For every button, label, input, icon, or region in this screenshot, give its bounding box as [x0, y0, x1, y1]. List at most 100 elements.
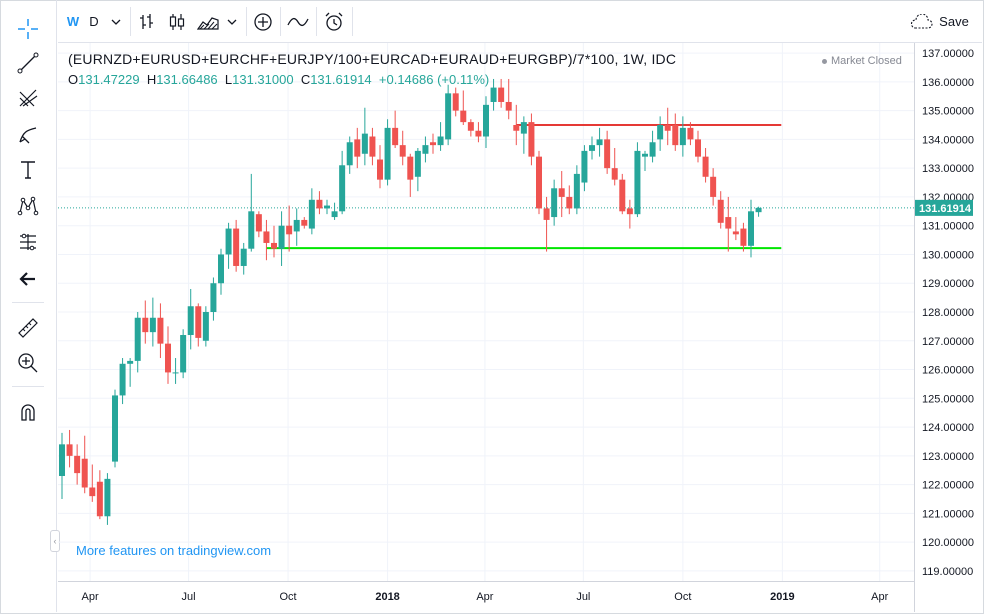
alert-button[interactable] [322, 1, 346, 42]
candle-body [573, 173, 580, 209]
price-tick-label: 121.00000 [922, 508, 974, 520]
candle [210, 277, 217, 321]
candle [732, 217, 739, 241]
trend-line-tool[interactable] [11, 46, 45, 80]
candle-body [452, 93, 459, 111]
candle-body [271, 242, 277, 249]
compare-button[interactable] [252, 1, 274, 42]
bars-icon [140, 13, 153, 29]
prediction-tool[interactable] [11, 225, 45, 259]
candles-style-button[interactable] [166, 1, 188, 42]
candle [127, 358, 134, 387]
candle-body [717, 199, 724, 223]
interval-daily-button[interactable]: D [89, 14, 99, 29]
promo-link[interactable]: More features on tradingview.com [76, 543, 272, 558]
candle [377, 145, 383, 189]
text-tool[interactable] [11, 153, 45, 187]
remove-drawings-tool[interactable] [11, 262, 45, 296]
high-value: 131.66486 [156, 72, 218, 87]
time-tick-label: Apr [476, 591, 493, 603]
candle-body [475, 130, 482, 137]
candle [490, 78, 497, 111]
price-tick-label: 128.00000 [922, 307, 974, 319]
measure-tool[interactable] [11, 311, 45, 345]
chart-style-dropdown[interactable] [224, 1, 240, 42]
candle-body [354, 139, 361, 157]
pattern-tool[interactable] [11, 189, 45, 223]
candle [361, 107, 368, 166]
candle-body [339, 165, 346, 212]
candle [619, 173, 626, 215]
candle [74, 444, 81, 485]
candle-body [134, 317, 141, 361]
candle-body [157, 317, 164, 344]
area-style-button[interactable] [196, 1, 220, 42]
brush-icon [19, 127, 37, 144]
interval-weekly-button[interactable]: W [66, 14, 80, 29]
time-tick-label: Oct [279, 591, 296, 603]
candle-body [66, 444, 73, 456]
top-toolbar: W D Save [58, 1, 982, 43]
candle [483, 96, 489, 149]
brush-tool[interactable] [11, 118, 45, 152]
market-status: Market Closed [822, 55, 902, 67]
candle-body [361, 133, 368, 154]
magnet-icon [21, 404, 35, 421]
candle [642, 150, 648, 172]
candle-body [460, 110, 467, 123]
candle [248, 173, 255, 252]
candle [717, 191, 724, 229]
candle [528, 113, 535, 166]
candle-body [611, 168, 618, 180]
candle [81, 435, 88, 494]
candle [467, 119, 474, 137]
close-label: C [300, 72, 311, 87]
crosshair-icon [18, 19, 38, 39]
toolbar-collapse-handle[interactable]: ‹ [50, 530, 60, 552]
candle [233, 219, 240, 272]
price-tick-label: 137.00000 [922, 48, 974, 60]
candle-body [490, 87, 497, 102]
candle [604, 130, 611, 174]
candle-body [286, 225, 293, 235]
market-status-text: Market Closed [831, 55, 902, 67]
price-tick-label: 126.00000 [922, 365, 974, 377]
candle [475, 122, 482, 143]
candle-body [240, 248, 247, 266]
candle-body [142, 317, 149, 333]
crosshair-tool[interactable] [11, 12, 45, 46]
candle [695, 130, 701, 163]
arrow-left-icon [19, 272, 35, 286]
magnet-tool[interactable] [11, 395, 45, 429]
candle [414, 148, 421, 192]
candle-body [710, 176, 717, 197]
candle [240, 242, 247, 275]
candle [634, 142, 641, 218]
price-tick-label: 135.00000 [922, 106, 974, 118]
candle [437, 122, 444, 151]
zoom-tool[interactable] [11, 346, 45, 380]
candle-body [218, 254, 224, 284]
fib-tool[interactable] [11, 81, 45, 115]
forecast-icon [20, 233, 36, 251]
candle [520, 116, 527, 154]
indicators-button[interactable] [286, 1, 310, 42]
bars-style-button[interactable] [136, 1, 158, 42]
symbol-title: (EURNZD+EURUSD+EURCHF+EURJPY/100+EURCAD+… [68, 51, 677, 67]
time-tick-label: Apr [82, 591, 99, 603]
candle [119, 358, 126, 405]
interval-dropdown[interactable] [108, 1, 124, 42]
price-tick-label: 124.00000 [922, 422, 974, 434]
candle-body [407, 156, 414, 180]
candle [218, 248, 224, 295]
candle-body [278, 225, 285, 249]
save-button[interactable]: Save [904, 1, 974, 42]
candle-body [702, 156, 709, 177]
candle [558, 171, 565, 218]
pitchfork-icon [19, 89, 38, 107]
candle-body [225, 228, 232, 255]
candle-body [187, 306, 194, 336]
candle-body [248, 211, 255, 249]
candle-body [104, 478, 111, 517]
